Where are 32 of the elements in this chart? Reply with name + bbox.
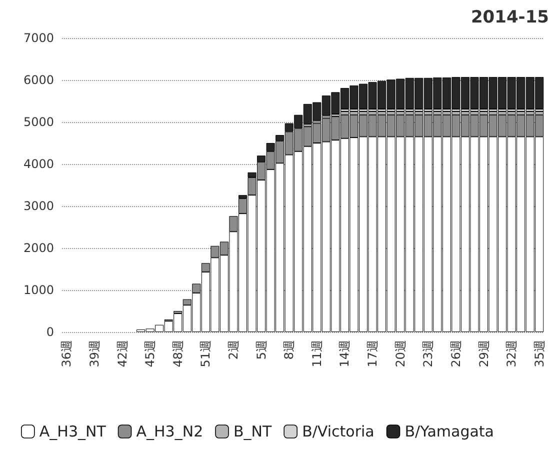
x-tick-label: 48週 xyxy=(170,340,185,368)
y-tick-label: 1000 xyxy=(23,283,54,297)
y-tick-label: 7000 xyxy=(23,31,54,45)
legend-label: B_NT xyxy=(234,422,273,440)
x-tick-label: 51週 xyxy=(198,340,213,368)
x-tick-label: 8週 xyxy=(282,340,296,360)
x-tick-label: 42週 xyxy=(115,340,130,368)
legend-label: B/Yamagata xyxy=(404,422,494,440)
legend-label: B/Victoria xyxy=(302,422,374,440)
x-tick-label: 45週 xyxy=(143,340,158,368)
x-tick-label: 17週 xyxy=(366,340,380,368)
chart-title: 2014-15 xyxy=(470,8,550,28)
y-tick-label: 4000 xyxy=(23,157,54,171)
y-tick-label: 5000 xyxy=(23,115,54,129)
x-tick-label: 23週 xyxy=(421,340,436,368)
x-tick-label: 32週 xyxy=(504,340,519,368)
x-tick-label: 26週 xyxy=(448,340,463,368)
x-tick-label: 39週 xyxy=(87,340,102,368)
x-tick-label: 20週 xyxy=(393,340,408,368)
legend-label: A_H3_N2 xyxy=(136,422,204,440)
x-tick-label: 35週 xyxy=(532,340,546,368)
x-tick-label: 2週 xyxy=(226,340,240,360)
x-tick-label: 11週 xyxy=(310,340,324,368)
x-tick-label: 5週 xyxy=(254,340,268,360)
x-tick-label: 36週 xyxy=(60,340,74,368)
x-tick-label: 29週 xyxy=(476,340,491,368)
y-tick-label: 3000 xyxy=(23,199,54,213)
x-tick-label: 14週 xyxy=(338,340,352,368)
legend-label: A_H3_NT xyxy=(39,422,107,440)
y-tick-label: 2000 xyxy=(23,241,54,255)
y-tick-label: 6000 xyxy=(23,73,54,87)
y-tick-label: 0 xyxy=(46,325,54,339)
